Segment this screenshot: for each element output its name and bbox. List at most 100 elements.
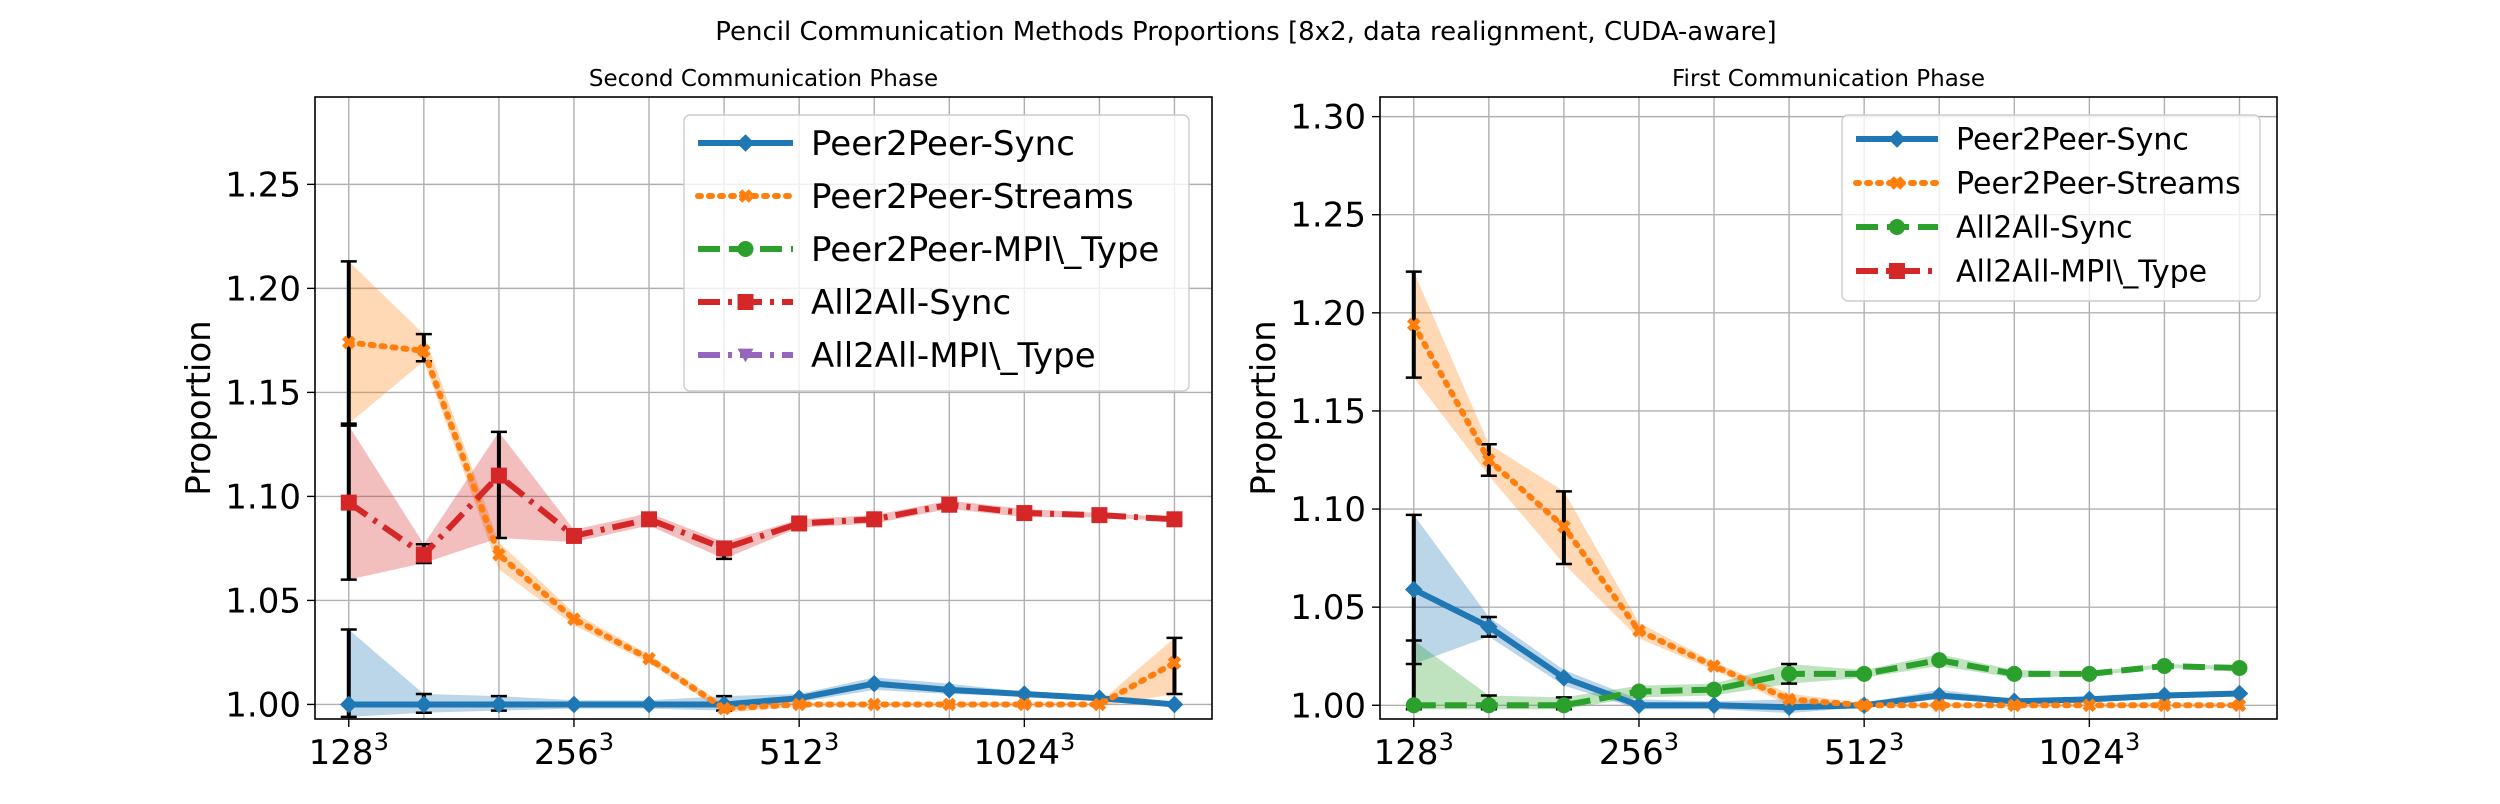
- point-all2all-sync: [2156, 658, 2173, 675]
- legend-label: Peer2Peer-Streams: [1956, 167, 2241, 202]
- point-peer2peer-streams: [1482, 453, 1496, 467]
- legend-item-peer2peer-sync: Peer2Peer-Sync: [698, 124, 1075, 164]
- series-line-peer2peer-streams: [345, 339, 1178, 712]
- point-all2all-sync: [340, 494, 357, 511]
- point-peer2peer-sync: [1480, 617, 1498, 636]
- series-line-all2all-sync: [347, 471, 1175, 559]
- point-peer2peer-streams: [1707, 659, 1721, 673]
- point-peer2peer-streams: [1932, 698, 1947, 713]
- point-all2all-sync: [565, 527, 582, 544]
- point-all2all-sync: [1781, 665, 1798, 682]
- legend: Peer2Peer-Sync Peer2Peer-Streams All2All-S…: [1841, 114, 2261, 302]
- point-all2all-sync: [415, 546, 432, 563]
- legend-item-peer2peer-mpi-type: Peer2Peer-MPI\_Type: [698, 230, 1159, 270]
- panel-title: First Communication Phase: [1672, 66, 1985, 92]
- legend-marker-peer2peer-streams: [1890, 176, 1904, 190]
- y-tick-label: 1.00: [1290, 686, 1366, 726]
- point-peer2peer-streams: [867, 697, 882, 712]
- legend-label: All2All-Sync: [811, 283, 1011, 323]
- legend-label: Peer2Peer-Sync: [811, 124, 1075, 164]
- legend: Peer2Peer-Sync Peer2Peer-Streams Peer2Peer…: [683, 114, 1190, 392]
- x-tick-label: 10243: [2038, 728, 2140, 773]
- point-peer2peer-sync: [2230, 684, 2249, 703]
- point-peer2peer-streams: [717, 701, 731, 716]
- point-peer2peer-streams: [341, 335, 356, 350]
- y-tick-label: 1.25: [1290, 196, 1366, 236]
- point-peer2peer-sync: [1630, 696, 1648, 715]
- legend-marker-peer2peer-streams: [738, 189, 753, 203]
- legend-marker-all2all-sync: [1889, 219, 1905, 235]
- x-tick-label: 1283: [309, 728, 389, 773]
- legend-label: Peer2Peer-Sync: [1956, 123, 2189, 158]
- legend-marker-peer2peer-mpi-type: [737, 241, 754, 257]
- point-peer2peer-sync: [565, 695, 583, 714]
- point-peer2peer-streams: [1167, 656, 1182, 670]
- y-tick-label: 1.25: [225, 165, 301, 205]
- legend-frame: [1841, 114, 2261, 302]
- point-peer2peer-sync: [640, 695, 658, 714]
- series-line-peer2peer-sync: [348, 680, 1175, 708]
- y-tick-label: 1.05: [1290, 588, 1366, 628]
- legend-item-peer2peer-sync: Peer2Peer-Sync: [1856, 123, 2189, 158]
- point-peer2peer-streams: [642, 651, 656, 666]
- point-all2all-sync: [490, 467, 507, 484]
- point-all2all-sync: [1166, 511, 1183, 528]
- x-tick-label: 10243: [973, 728, 1075, 773]
- point-peer2peer-streams: [1092, 697, 1107, 712]
- point-all2all-sync: [641, 511, 658, 528]
- point-peer2peer-sync: [715, 695, 733, 714]
- legend-marker-peer2peer-sync: [1888, 130, 1906, 148]
- legend-marker-all2all-mpi-type: [1889, 263, 1905, 279]
- point-peer2peer-streams: [1406, 317, 1421, 332]
- point-peer2peer-streams: [2157, 698, 2172, 713]
- figure-title: Pencil Communication Methods Proportions…: [715, 17, 1776, 47]
- point-peer2peer-sync: [865, 674, 884, 693]
- legend-label: Peer2Peer-MPI\_Type: [811, 230, 1159, 270]
- point-peer2peer-sync: [339, 695, 358, 714]
- point-all2all-sync: [2006, 665, 2023, 682]
- plot-area: [1404, 270, 2249, 717]
- legend-marker-all2all-mpi-type: [737, 348, 754, 363]
- y-tick-label: 1.20: [225, 269, 301, 309]
- legend-marker-peer2peer-sync: [736, 134, 755, 152]
- point-all2all-sync: [1480, 697, 1497, 714]
- point-all2all-sync: [1405, 697, 1422, 714]
- point-peer2peer-streams: [1557, 519, 1571, 534]
- point-all2all-sync: [1091, 507, 1108, 524]
- x-tick-label: 1283: [1374, 728, 1454, 773]
- point-peer2peer-streams: [792, 697, 806, 712]
- y-tick-label: 1.20: [1290, 294, 1366, 334]
- point-peer2peer-streams: [942, 697, 957, 712]
- point-peer2peer-streams: [2082, 698, 2097, 713]
- y-tick-label: 1.15: [225, 373, 301, 413]
- legend-item-peer2peer-streams: Peer2Peer-Streams: [1853, 167, 2241, 202]
- legend-item-all2all-sync: All2All-Sync: [1856, 211, 2133, 246]
- point-all2all-sync: [791, 515, 808, 532]
- legend-item-all2all-sync: All2All-Sync: [698, 283, 1011, 323]
- point-all2all-sync: [1630, 683, 1647, 700]
- point-peer2peer-streams: [2232, 698, 2247, 713]
- point-peer2peer-sync: [2080, 690, 2099, 709]
- y-axis-label: Proportion: [1244, 320, 1284, 495]
- legend-item-peer2peer-streams: Peer2Peer-Streams: [695, 177, 1134, 217]
- panel-title: Second Communication Phase: [589, 66, 938, 92]
- x-tick-label: 5123: [1824, 728, 1904, 773]
- x-tick-label: 2563: [534, 728, 614, 773]
- point-all2all-sync: [1931, 652, 1948, 669]
- y-tick-label: 1.10: [225, 477, 301, 517]
- chart-first-communication-phase: First Communication Phase 1.00 1.05 1.10 1.1…: [1244, 66, 2278, 773]
- y-axis-label: Proportion: [179, 320, 219, 495]
- y-tick-label: 1.15: [1290, 392, 1366, 432]
- point-peer2peer-streams: [492, 547, 506, 562]
- point-all2all-sync: [1555, 697, 1572, 714]
- legend-item-all2all-mpi-type: All2All-MPI\_Type: [698, 336, 1096, 376]
- point-peer2peer-sync: [1404, 580, 1423, 599]
- point-peer2peer-streams: [417, 343, 431, 358]
- point-all2all-sync: [2231, 659, 2248, 676]
- point-all2all-sync: [866, 511, 883, 528]
- point-all2all-sync: [716, 540, 733, 557]
- legend-label: All2All-MPI\_Type: [811, 336, 1096, 376]
- point-peer2peer-streams: [567, 612, 581, 626]
- y-tick-label: 1.30: [1290, 98, 1366, 138]
